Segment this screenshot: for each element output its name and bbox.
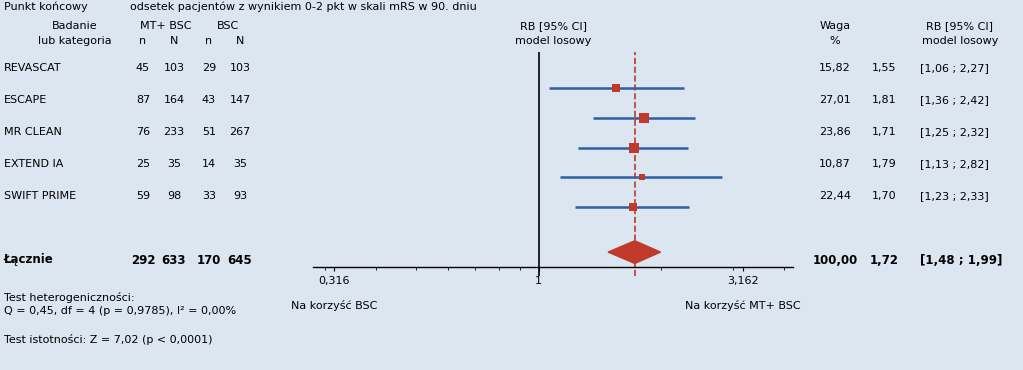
Text: Waga: Waga xyxy=(819,21,850,31)
Text: 1,70: 1,70 xyxy=(872,191,896,201)
Text: RB [95% CI]: RB [95% CI] xyxy=(927,21,993,31)
Text: odsetek pacjentów z wynikiem 0-2 pkt w skali mRS w 90. dniu: odsetek pacjentów z wynikiem 0-2 pkt w s… xyxy=(130,2,477,13)
Text: 1,71: 1,71 xyxy=(872,127,896,137)
Text: [1,25 ; 2,32]: [1,25 ; 2,32] xyxy=(920,127,989,137)
Text: 10,87: 10,87 xyxy=(819,159,851,169)
Text: 103: 103 xyxy=(164,63,184,73)
Text: [1,06 ; 2,27]: [1,06 ; 2,27] xyxy=(920,63,989,73)
Text: Na korzyść MT+ BSC: Na korzyść MT+ BSC xyxy=(684,300,800,311)
Polygon shape xyxy=(608,241,661,263)
Text: ESCAPE: ESCAPE xyxy=(4,95,47,105)
Text: model losowy: model losowy xyxy=(922,36,998,46)
Text: 43: 43 xyxy=(202,95,216,105)
Text: 267: 267 xyxy=(229,127,251,137)
Text: 147: 147 xyxy=(229,95,251,105)
Text: Q = 0,45, df = 4 (p = 0,9785), I² = 0,00%: Q = 0,45, df = 4 (p = 0,9785), I² = 0,00… xyxy=(4,306,236,316)
Text: 35: 35 xyxy=(233,159,247,169)
Text: 35: 35 xyxy=(167,159,181,169)
Text: 1,55: 1,55 xyxy=(872,63,896,73)
Text: 25: 25 xyxy=(136,159,150,169)
Text: 1,72: 1,72 xyxy=(870,253,898,266)
Text: REVASCAT: REVASCAT xyxy=(4,63,61,73)
Text: 100,00: 100,00 xyxy=(812,253,857,266)
Text: SWIFT PRIME: SWIFT PRIME xyxy=(4,191,76,201)
Text: 645: 645 xyxy=(228,253,253,266)
Text: 103: 103 xyxy=(229,63,251,73)
Text: model losowy: model losowy xyxy=(515,36,591,46)
Text: 1,79: 1,79 xyxy=(872,159,896,169)
Text: Test heterogeniczności:: Test heterogeniczności: xyxy=(4,292,134,303)
Text: 87: 87 xyxy=(136,95,150,105)
Text: N: N xyxy=(170,36,178,46)
Text: [1,36 ; 2,42]: [1,36 ; 2,42] xyxy=(920,95,989,105)
Text: N: N xyxy=(236,36,244,46)
Text: n: n xyxy=(206,36,213,46)
Text: MT+ BSC: MT+ BSC xyxy=(140,21,191,31)
Text: 15,82: 15,82 xyxy=(819,63,851,73)
Text: Na korzyść BSC: Na korzyść BSC xyxy=(292,300,377,311)
Text: 1,81: 1,81 xyxy=(872,95,896,105)
Text: 59: 59 xyxy=(136,191,150,201)
Text: lub kategoria: lub kategoria xyxy=(38,36,112,46)
Text: 51: 51 xyxy=(202,127,216,137)
Text: 14: 14 xyxy=(202,159,216,169)
Text: RB [95% CI]: RB [95% CI] xyxy=(520,21,586,31)
Text: 45: 45 xyxy=(136,63,150,73)
Text: EXTEND IA: EXTEND IA xyxy=(4,159,63,169)
Text: BSC: BSC xyxy=(217,21,239,31)
Text: 27,01: 27,01 xyxy=(819,95,851,105)
Text: 22,44: 22,44 xyxy=(819,191,851,201)
Text: 29: 29 xyxy=(202,63,216,73)
Text: 33: 33 xyxy=(202,191,216,201)
Text: [1,48 ; 1,99]: [1,48 ; 1,99] xyxy=(920,253,1003,266)
Text: Łącznie: Łącznie xyxy=(4,253,54,266)
Text: 292: 292 xyxy=(131,253,155,266)
Text: n: n xyxy=(139,36,146,46)
Text: Punkt końcowy: Punkt końcowy xyxy=(4,2,88,13)
Text: Badanie: Badanie xyxy=(52,21,98,31)
Text: [1,13 ; 2,82]: [1,13 ; 2,82] xyxy=(920,159,989,169)
Text: 98: 98 xyxy=(167,191,181,201)
Text: 76: 76 xyxy=(136,127,150,137)
Text: 170: 170 xyxy=(196,253,221,266)
Text: [1,23 ; 2,33]: [1,23 ; 2,33] xyxy=(920,191,989,201)
Text: 633: 633 xyxy=(162,253,186,266)
Text: Test istotności: Z = 7,02 (p < 0,0001): Test istotności: Z = 7,02 (p < 0,0001) xyxy=(4,334,213,345)
Text: 233: 233 xyxy=(164,127,184,137)
Text: 93: 93 xyxy=(233,191,248,201)
Text: 23,86: 23,86 xyxy=(819,127,851,137)
Text: %: % xyxy=(830,36,840,46)
Text: 164: 164 xyxy=(164,95,184,105)
Text: MR CLEAN: MR CLEAN xyxy=(4,127,61,137)
